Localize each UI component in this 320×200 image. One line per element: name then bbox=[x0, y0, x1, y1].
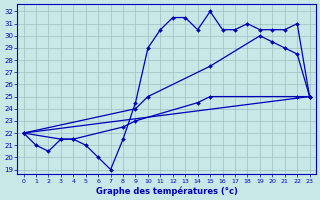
X-axis label: Graphe des températures (°c): Graphe des températures (°c) bbox=[96, 186, 237, 196]
